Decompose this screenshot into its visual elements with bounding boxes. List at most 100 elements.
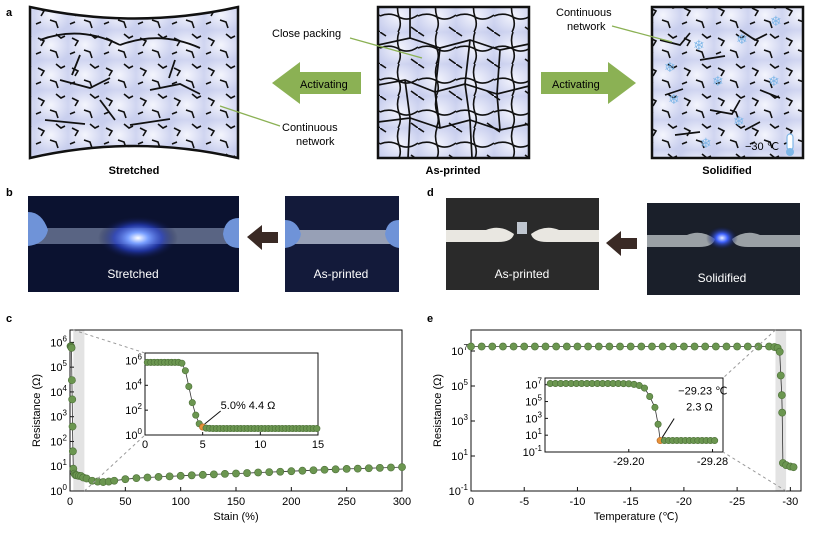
annotation-continuous-network-top-1: Continuous <box>556 7 612 19</box>
x-tick-label: 100 <box>171 496 189 508</box>
annotation-continuous-network-bottom-1: Continuous <box>282 122 338 134</box>
y-tick-label: 107 <box>451 343 468 358</box>
inset-x-tick-label: 5 <box>200 439 206 451</box>
data-point <box>276 467 285 476</box>
inset-data-point <box>188 399 196 407</box>
inset-frame <box>144 352 319 436</box>
panel-label-d: d <box>427 187 434 199</box>
data-point <box>132 474 141 483</box>
y-tick-label: 105 <box>50 359 67 374</box>
data-point <box>467 342 475 351</box>
y-tick-label: 102 <box>50 433 67 448</box>
y-tick-label: 105 <box>451 378 468 393</box>
data-point <box>364 464 373 473</box>
zoom-line-top <box>73 329 146 354</box>
data-point <box>187 471 196 480</box>
inset-y-tick-label: 102 <box>125 402 142 417</box>
annotation-continuous-network-bottom-2: network <box>296 136 335 148</box>
svg-text:❄: ❄ <box>664 59 676 75</box>
data-point <box>701 342 710 351</box>
x-tick-label: 300 <box>393 496 411 508</box>
inset-data-point <box>185 383 193 391</box>
data-point <box>254 468 263 477</box>
data-point <box>221 470 229 478</box>
arrow-b <box>247 225 278 250</box>
data-point <box>387 463 395 472</box>
as-printed-close-packing-illustration <box>376 5 531 160</box>
svg-text:❄: ❄ <box>668 91 680 107</box>
data-point <box>594 342 603 351</box>
data-point <box>584 342 592 351</box>
y-tick-label: 10-1 <box>449 483 469 498</box>
photo-stretched: Stretched <box>28 196 239 292</box>
data-point <box>121 475 130 484</box>
photo-label-stretched: Stretched <box>107 267 158 281</box>
data-point <box>616 342 624 351</box>
inset-y-tick-label: 106 <box>125 352 142 367</box>
data-point <box>626 342 635 351</box>
data-point <box>68 447 77 456</box>
inset-y-tick-label: 107 <box>525 377 542 392</box>
data-point <box>562 342 571 351</box>
svg-text:❄: ❄ <box>768 73 780 89</box>
x-tick-label: 150 <box>227 496 245 508</box>
chart-c: 0 50 100 150 200 250 300100101102103104105106S… <box>31 329 411 523</box>
caption-solidified: Solidified <box>702 165 752 177</box>
thermometer-icon <box>786 133 794 156</box>
data-point <box>648 342 656 351</box>
y-tick-label: 103 <box>50 409 67 424</box>
data-point <box>265 468 274 476</box>
inset-data-point <box>640 384 648 392</box>
y-tick-label: 100 <box>50 483 67 498</box>
x-tick-label: 250 <box>337 496 355 508</box>
y-tick-label: 103 <box>451 413 468 428</box>
x-tick-label: -20 <box>676 496 692 508</box>
data-point <box>552 342 561 351</box>
y-axis-label: Resistance (Ω) <box>31 374 43 447</box>
x-tick-label: -25 <box>729 496 745 508</box>
data-point <box>243 469 251 477</box>
temperature-label: −30 ℃ <box>745 141 779 153</box>
activating-arrow-right: Activating <box>541 62 636 104</box>
solidified-network-illustration <box>650 5 805 160</box>
data-point <box>690 342 699 351</box>
inset-annotation-temperature: −29.23 ℃ <box>678 386 727 398</box>
inset-x-tick-label: 10 <box>254 439 266 451</box>
data-point <box>67 376 76 385</box>
svg-text:❄: ❄ <box>733 113 745 129</box>
plot-frame <box>470 329 802 492</box>
x-axis-label: Stain (%) <box>213 511 258 523</box>
data-point <box>198 470 207 479</box>
inset-data-point <box>646 392 654 400</box>
caption-stretched: Stretched <box>109 165 160 177</box>
data-point <box>353 464 362 473</box>
svg-text:❄: ❄ <box>736 31 748 47</box>
data-point <box>711 342 720 351</box>
data-point <box>733 342 742 351</box>
data-point <box>342 465 351 473</box>
data-point <box>331 465 340 474</box>
data-point <box>298 466 307 475</box>
inset-annotation: 5.0% 4.4 Ω <box>221 400 276 412</box>
panel-label-c: c <box>6 313 12 325</box>
inset-data-point <box>651 403 659 411</box>
x-tick-label: 200 <box>282 496 300 508</box>
panel-label-a: a <box>6 7 13 19</box>
photo-label-d-as-printed: As-printed <box>495 267 550 281</box>
data-point <box>398 463 406 472</box>
zoom-line-bottom <box>84 434 146 492</box>
y-axis-label: Resistance (Ω) <box>432 374 444 447</box>
x-tick-label: 0 <box>468 496 474 508</box>
data-point <box>67 343 76 352</box>
x-axis-label: Temperature (℃) <box>594 511 679 523</box>
x-tick-label: -15 <box>623 496 639 508</box>
inset-y-tick-label: 100 <box>125 427 142 442</box>
data-point <box>789 463 798 472</box>
inset-x-tick-label: 0 <box>142 439 148 451</box>
inset-y-tick-label: 101 <box>525 427 542 442</box>
data-point <box>669 342 678 351</box>
svg-text:❄: ❄ <box>700 135 712 151</box>
svg-text:❄: ❄ <box>693 37 705 53</box>
data-point <box>176 471 185 480</box>
annotation-line-network-top <box>611 25 673 43</box>
